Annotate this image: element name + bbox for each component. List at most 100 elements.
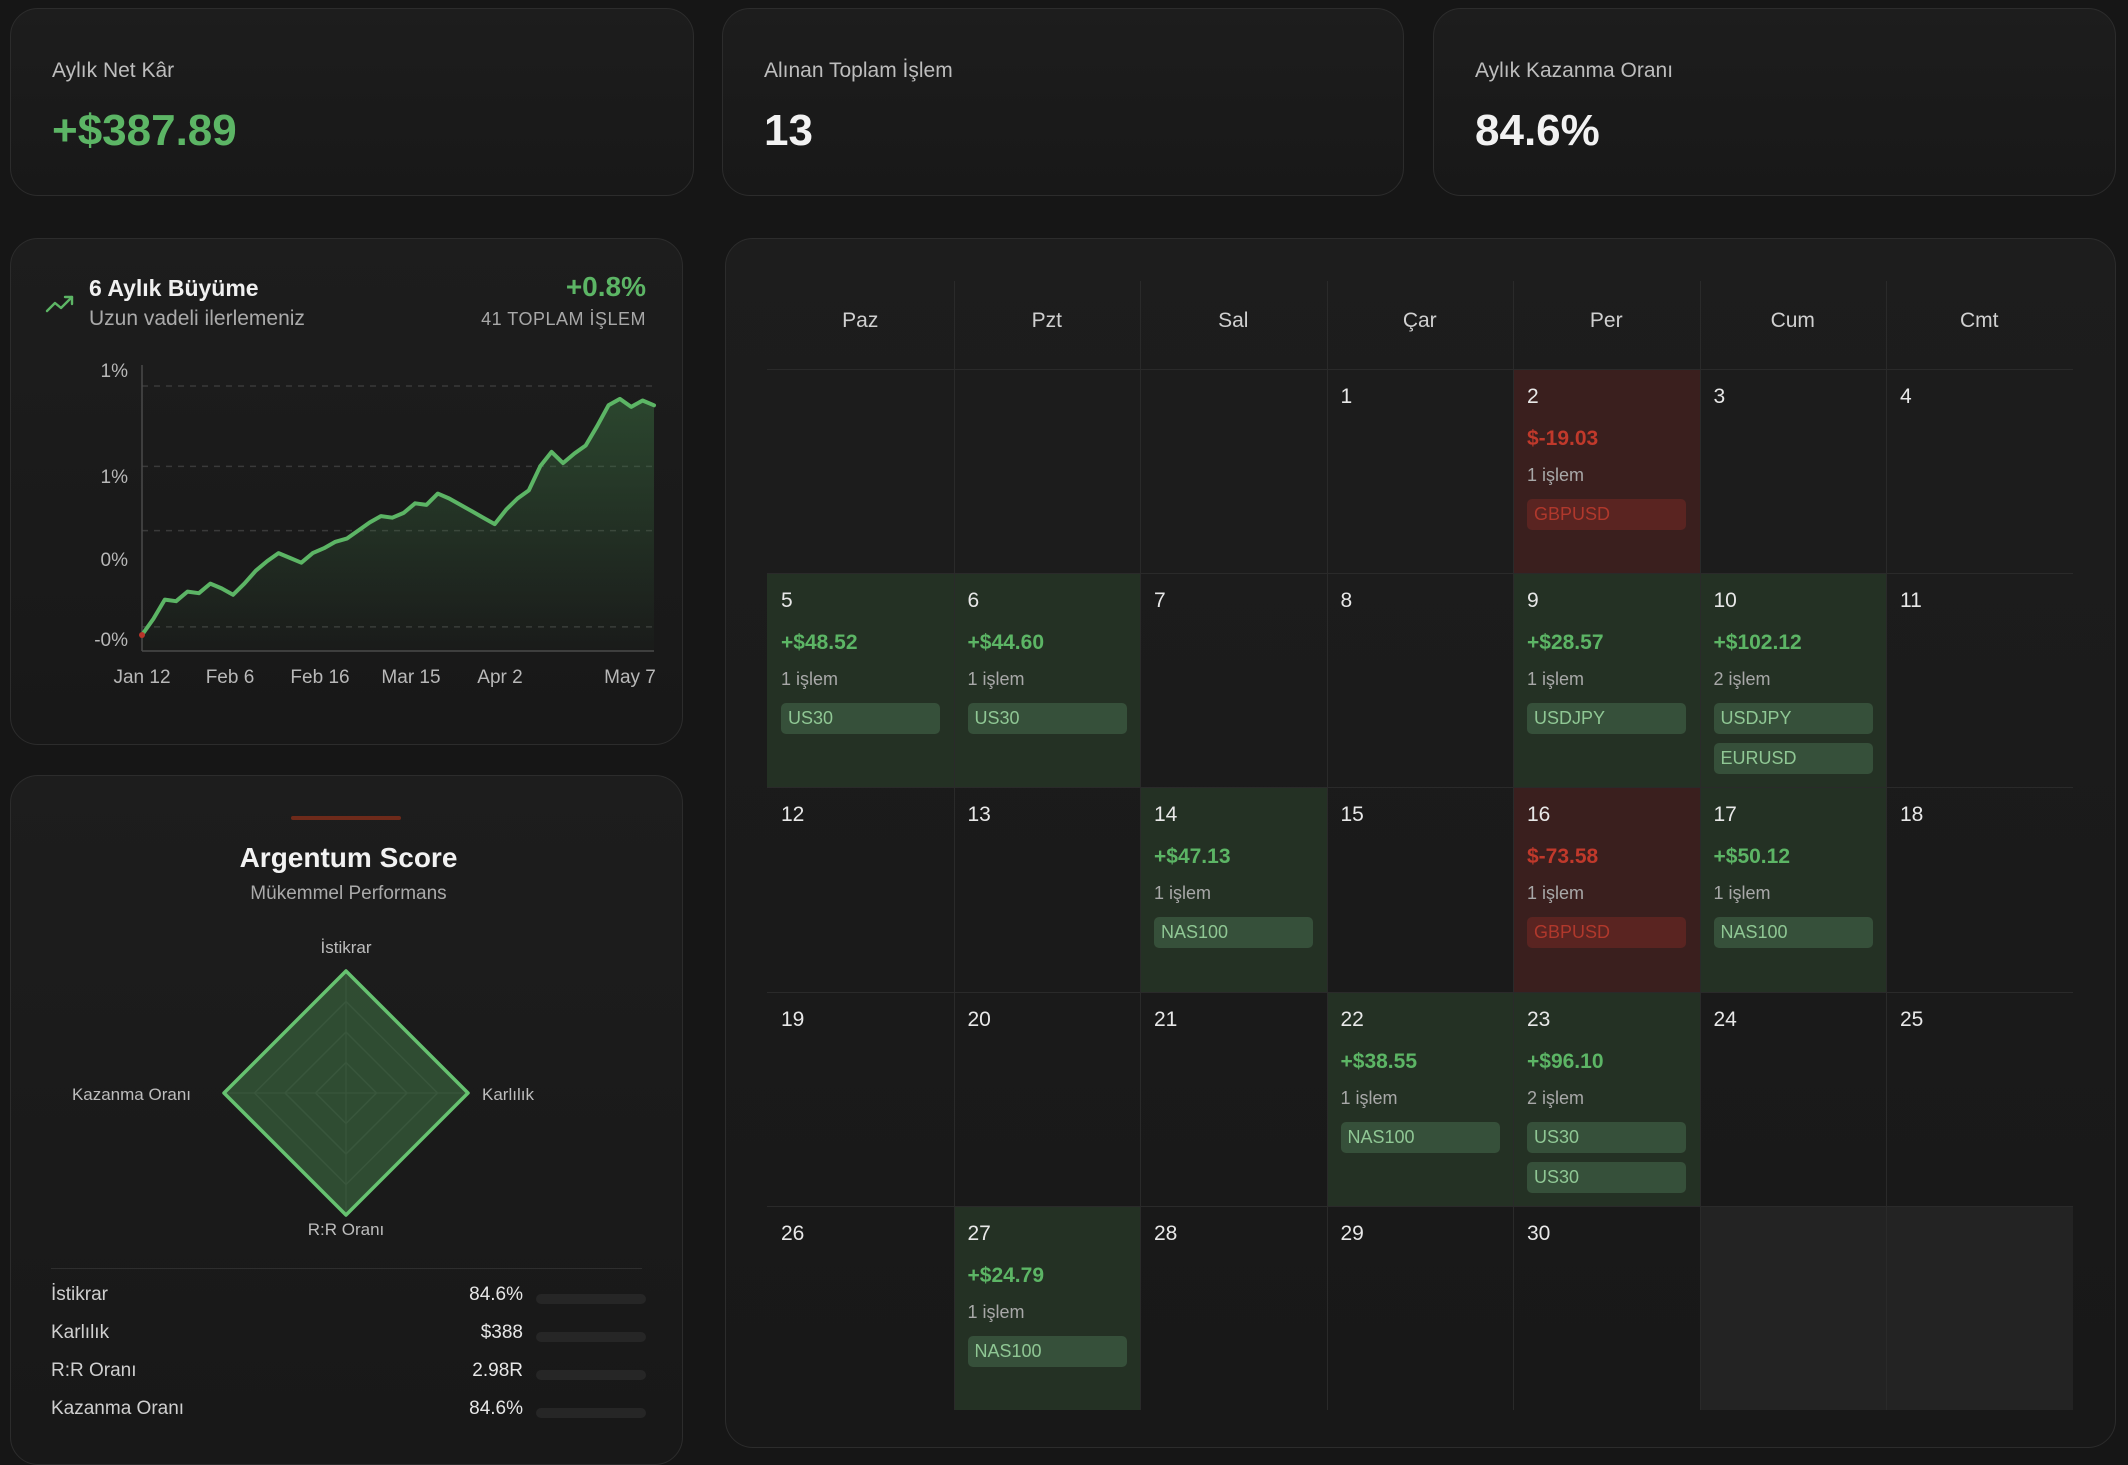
symbol-tag[interactable]: NAS100 — [1340, 1122, 1500, 1153]
day-number: 2 — [1527, 385, 1539, 408]
symbol-tag[interactable]: US30 — [967, 703, 1127, 734]
calendar-cell-blank — [1140, 369, 1327, 573]
start-point — [139, 631, 145, 638]
calendar-day-cell[interactable]: 23 +$96.10 2 işlem US30 US30 — [1513, 992, 1700, 1206]
x-tick-label: Apr 2 — [477, 667, 522, 688]
calendar-day-cell[interactable]: 27 +$24.79 1 işlem NAS100 — [953, 1206, 1140, 1410]
growth-percent: +0.8% — [565, 271, 646, 302]
calendar-day-cell[interactable]: 22 +$38.55 1 işlem NAS100 — [1326, 992, 1513, 1206]
metric-bar — [536, 1294, 646, 1304]
calendar-day-cell[interactable]: 2 $-19.03 1 işlem GBPUSD — [1513, 369, 1700, 573]
calendar-day-cell[interactable]: 29 — [1327, 1206, 1514, 1410]
growth-area — [142, 398, 654, 651]
symbol-tag[interactable]: NAS100 — [967, 1336, 1127, 1367]
symbol-tag[interactable]: EURUSD — [1713, 743, 1873, 774]
symbol-tag[interactable]: NAS100 — [1154, 917, 1313, 948]
stat-card-total-trades: Alınan Toplam İşlem 13 — [722, 8, 1404, 196]
day-number: 1 — [1340, 385, 1353, 408]
day-pnl: +$44.60 — [967, 631, 1045, 654]
metric-bar-fill — [536, 1332, 646, 1342]
calendar-day-cell[interactable]: 24 — [1700, 992, 1887, 1206]
day-number: 24 — [1713, 1008, 1737, 1031]
calendar-cell-empty — [1886, 1206, 2073, 1410]
calendar-day-cell[interactable]: 10 +$102.12 2 işlem USDJPY EURUSD — [1699, 573, 1886, 787]
day-number: 3 — [1713, 385, 1726, 408]
calendar-cell-empty — [1699, 1206, 1886, 1410]
symbol-tag[interactable]: GBPUSD — [1527, 917, 1686, 948]
calendar-day-cell[interactable]: 7 — [1140, 573, 1327, 787]
day-trade-count: 1 işlem — [1527, 669, 1585, 689]
calendar-day-cell[interactable]: 12 — [767, 787, 954, 992]
stat-value: 84.6% — [1475, 106, 1600, 155]
calendar-day-cell[interactable]: 18 — [1886, 787, 2073, 992]
day-number: 7 — [1154, 589, 1166, 612]
column-divider — [1140, 281, 1141, 1410]
symbol-tag[interactable]: NAS100 — [1713, 917, 1873, 948]
calendar-day-cell[interactable]: 11 — [1886, 573, 2073, 787]
calendar-day-cell[interactable]: 20 — [954, 992, 1141, 1206]
calendar-day-cell[interactable]: 1 — [1327, 369, 1514, 573]
stat-label: Aylık Kazanma Oranı — [1475, 59, 1674, 82]
calendar-cell-blank — [767, 369, 954, 573]
calendar-day-cell[interactable]: 30 — [1513, 1206, 1700, 1410]
day-pnl: +$96.10 — [1527, 1050, 1604, 1073]
calendar-day-cell[interactable]: 8 — [1327, 573, 1514, 787]
radar-chart: İstikrar Karlılık R:R Oranı Kazanma Oranı — [72, 938, 535, 1239]
column-divider — [1699, 281, 1701, 1410]
weekday-header: Pzt — [1031, 309, 1062, 332]
calendar-day-cell[interactable]: 9 +$28.57 1 işlem USDJPY — [1513, 573, 1700, 787]
day-number: 18 — [1900, 803, 1924, 826]
score-title: Argentum Score — [239, 842, 458, 873]
symbol-tag[interactable]: US30 — [781, 703, 940, 734]
day-trade-count: 1 işlem — [967, 1302, 1025, 1322]
metric-value: $388 — [480, 1322, 523, 1343]
day-pnl: +$24.79 — [967, 1264, 1045, 1287]
symbol-tag[interactable]: US30 — [1527, 1162, 1686, 1193]
day-number: 8 — [1340, 589, 1353, 612]
calendar-day-cell[interactable]: 3 — [1700, 369, 1887, 573]
score-card: Argentum Score Mükemmel Performans İstik… — [10, 775, 683, 1465]
day-number: 10 — [1713, 589, 1737, 612]
growth-line — [140, 396, 656, 637]
symbol-tag[interactable]: USDJPY — [1713, 703, 1873, 734]
day-pnl: +$28.57 — [1527, 631, 1604, 654]
calendar-day-cell[interactable]: 21 — [1140, 992, 1327, 1206]
calendar-day-cell[interactable]: 14 +$47.13 1 işlem NAS100 — [1140, 787, 1327, 992]
calendar-day-cell[interactable]: 19 — [767, 992, 954, 1206]
calendar-day-cell[interactable]: 16 $-73.58 1 işlem GBPUSD — [1513, 787, 1700, 992]
row-divider — [767, 369, 2073, 370]
calendar-day-cell[interactable]: 25 — [1886, 992, 2073, 1206]
calendar-day-cell[interactable]: 26 — [767, 1206, 954, 1410]
row-divider — [767, 1206, 2073, 1207]
x-tick-label: Mar 15 — [381, 667, 440, 688]
weekday-header: Sal — [1218, 309, 1249, 332]
calendar-day-cell[interactable]: 28 — [1140, 1206, 1327, 1410]
calendar-day-cell[interactable]: 15 — [1327, 787, 1514, 992]
calendar-day-cell[interactable]: 4 — [1886, 369, 2073, 573]
radar-axis-label: Kazanma Oranı — [72, 1085, 191, 1104]
calendar-day-cell[interactable]: 6 +$44.60 1 işlem US30 — [953, 573, 1140, 787]
symbol-tag[interactable]: US30 — [1527, 1122, 1686, 1153]
calendar-day-cell[interactable]: 17 +$50.12 1 işlem NAS100 — [1699, 787, 1886, 992]
metric-row: R:R Oranı 2.98R — [51, 1360, 646, 1390]
x-tick-label: May 7 — [604, 667, 656, 688]
column-divider — [1886, 281, 1887, 1410]
column-divider — [1513, 281, 1514, 1410]
day-pnl: +$48.52 — [781, 631, 858, 654]
day-number: 27 — [967, 1222, 991, 1245]
day-trade-count: 1 işlem — [1527, 883, 1585, 903]
day-pnl: $-19.03 — [1527, 427, 1599, 450]
day-trade-count: 1 işlem — [1713, 883, 1771, 903]
symbol-tag[interactable]: GBPUSD — [1527, 499, 1686, 530]
calendar-cell-blank — [954, 369, 1141, 573]
day-number: 12 — [781, 803, 805, 826]
day-number: 11 — [1900, 589, 1922, 612]
day-number: 14 — [1154, 803, 1178, 826]
stat-label: Aylık Net Kâr — [52, 59, 175, 82]
day-trade-count: 2 işlem — [1713, 669, 1771, 689]
stat-value: +$387.89 — [52, 106, 237, 155]
calendar-day-cell[interactable]: 13 — [954, 787, 1141, 992]
symbol-tag[interactable]: USDJPY — [1527, 703, 1686, 734]
calendar-day-cell[interactable]: 5 +$48.52 1 işlem US30 — [767, 573, 954, 787]
metric-value: 84.6% — [469, 1284, 523, 1305]
